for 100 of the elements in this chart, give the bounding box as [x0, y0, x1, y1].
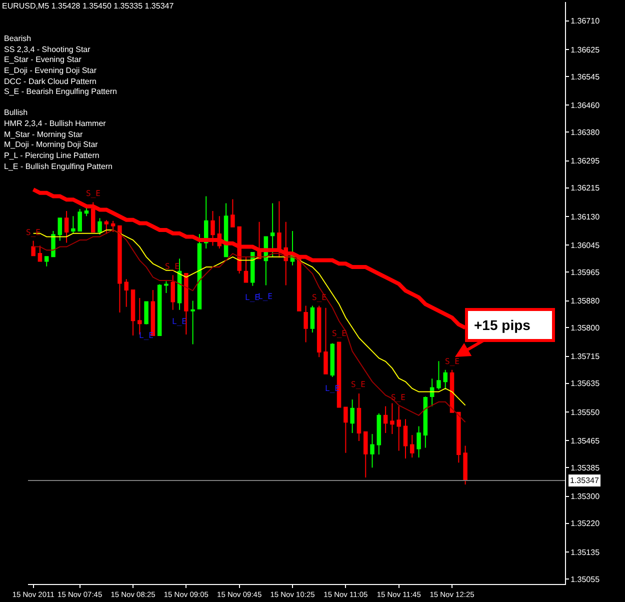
y-tick-label: 1.35465: [570, 436, 600, 446]
candlestick: [177, 258, 182, 310]
y-tick-label: 1.35135: [570, 548, 600, 557]
annotation: S_E: [312, 293, 327, 302]
candlestick: [330, 342, 335, 378]
annotation: S_E: [165, 262, 180, 271]
candlestick: [250, 252, 255, 286]
candlestick: [64, 210, 69, 244]
arrow-callout: +15 pips: [454, 308, 555, 358]
y-tick-label: 1.35550: [570, 408, 600, 417]
annotation: S_E: [26, 228, 41, 237]
candlestick: [118, 225, 122, 314]
candlestick: [244, 256, 248, 283]
candlestick: [356, 392, 362, 442]
candlestick: [443, 369, 448, 390]
candlestick: [316, 305, 322, 358]
candlestick: [124, 278, 128, 308]
candlestick: [130, 289, 136, 336]
y-tick-label: 1.36710: [570, 16, 600, 26]
annotation: M_Doji - Morning Doji Star: [4, 140, 98, 149]
candlestick: [324, 307, 328, 374]
annotation: S_E: [86, 189, 101, 198]
y-tick-label: 1.35385: [570, 463, 600, 472]
annotation: L_E - Bullish Engulfing Pattern: [4, 162, 113, 171]
y-tick-label: 1.35800: [570, 324, 600, 333]
candlestick: [456, 412, 461, 464]
candlestick: [184, 272, 188, 335]
candlestick: [270, 202, 275, 258]
annotation: M_Star - Morning Star: [4, 130, 84, 139]
candlestick: [91, 202, 96, 232]
annotation: Bearish: [4, 34, 32, 43]
candlestick: [383, 406, 388, 434]
candlestick: [31, 240, 36, 256]
candlestick: [403, 418, 408, 460]
ref-line-label: 1.35347: [570, 476, 600, 485]
y-tick-label: 1.35880: [570, 296, 600, 306]
candlestick: [230, 198, 235, 228]
candlestick: [396, 406, 401, 452]
candlestick: [44, 256, 49, 267]
chart-title: EURUSD,M5 1.35428 1.35450 1.35335 1.35347: [2, 2, 174, 11]
candlestick: [297, 255, 302, 312]
annotation: SS 2,3,4 - Shooting Star: [4, 45, 91, 54]
y-tick-label: 1.35715: [570, 352, 600, 362]
annotation: E_Doji - Evening Doji Star: [4, 66, 97, 75]
y-tick-label: 1.35965: [570, 268, 600, 277]
y-tick-label: 1.36215: [570, 184, 600, 193]
candlestick: [436, 360, 441, 390]
candlestick: [58, 218, 62, 242]
candlestick: [310, 305, 315, 333]
annotation: L_E: [139, 331, 154, 340]
annotation: +15 pips: [474, 317, 531, 333]
candlestick: [376, 412, 382, 456]
candlestick: [164, 280, 168, 294]
y-tick-label: 1.36625: [570, 45, 600, 54]
y-tick-label: 1.35635: [570, 379, 600, 388]
candlestick: [210, 210, 215, 246]
candlestick: [84, 206, 89, 217]
candlestick: [410, 434, 414, 458]
candlestick: [430, 378, 434, 407]
candlestick: [423, 396, 428, 448]
candlestick: [98, 218, 102, 236]
y-tick-label: 1.36460: [570, 100, 600, 110]
candlestick: [51, 230, 56, 258]
candlestick: [157, 284, 162, 336]
candlestick: [370, 433, 374, 468]
annotation: P_L - Piercing Line Pattern: [4, 151, 100, 160]
candlestick: [284, 221, 288, 286]
y-tick-label: 1.36295: [570, 156, 600, 166]
annotation: S_E: [351, 380, 366, 389]
y-tick-label: 1.36045: [570, 240, 600, 250]
annotation: S_E: [445, 357, 460, 366]
annotation: E_Star - Evening Star: [4, 55, 82, 64]
candlestick: [71, 216, 76, 234]
candlestick: [277, 200, 282, 258]
candlestick: [110, 220, 116, 232]
candlestick: [463, 445, 468, 486]
annotation: HMR 2,3,4 - Bullish Hammer: [4, 119, 106, 128]
candlestick: [390, 402, 394, 434]
annotation: DCC - Dark Cloud Pattern: [4, 77, 96, 86]
candlestick: [344, 406, 348, 454]
candlestick: [144, 301, 148, 325]
annotation: S_E: [391, 393, 406, 402]
y-tick-label: 1.35300: [570, 492, 600, 502]
y-tick-label: 1.35055: [570, 574, 600, 584]
annotation: L_E: [245, 293, 260, 302]
candlestick: [78, 208, 82, 232]
candlestick: [304, 305, 308, 343]
candlestick: [190, 300, 195, 345]
annotation: L_E: [258, 292, 273, 301]
text: Bullish: [4, 108, 28, 117]
y-tick-label: 1.35220: [570, 519, 600, 528]
candlestick: [170, 274, 176, 310]
candlestick: [350, 399, 354, 434]
candlestick: [416, 426, 421, 458]
candlestick: [38, 245, 42, 262]
y-tick-label: 1.36380: [570, 128, 600, 137]
candlestick: [197, 233, 202, 310]
candlestick: [363, 431, 368, 478]
annotation: S_E - Bearish Engulfing Pattern: [4, 87, 117, 96]
annotation: S_E: [332, 329, 347, 338]
